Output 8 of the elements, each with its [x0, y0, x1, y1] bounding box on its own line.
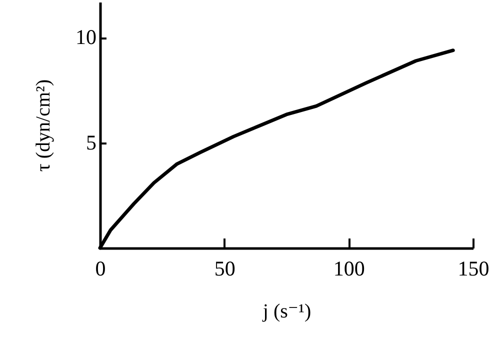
y-tick-label: 10 [76, 25, 96, 50]
x-tick-label: 100 [333, 256, 365, 280]
x-tick-label: 150 [458, 256, 490, 280]
x-tick-label: 50 [214, 256, 236, 280]
x-axis-title: j (s⁻¹) [262, 300, 312, 322]
y-tick-label: 5 [86, 130, 96, 154]
x-tick-label: 0 [95, 256, 106, 280]
y-axis-title: τ (dyn/cm²) [32, 79, 54, 172]
